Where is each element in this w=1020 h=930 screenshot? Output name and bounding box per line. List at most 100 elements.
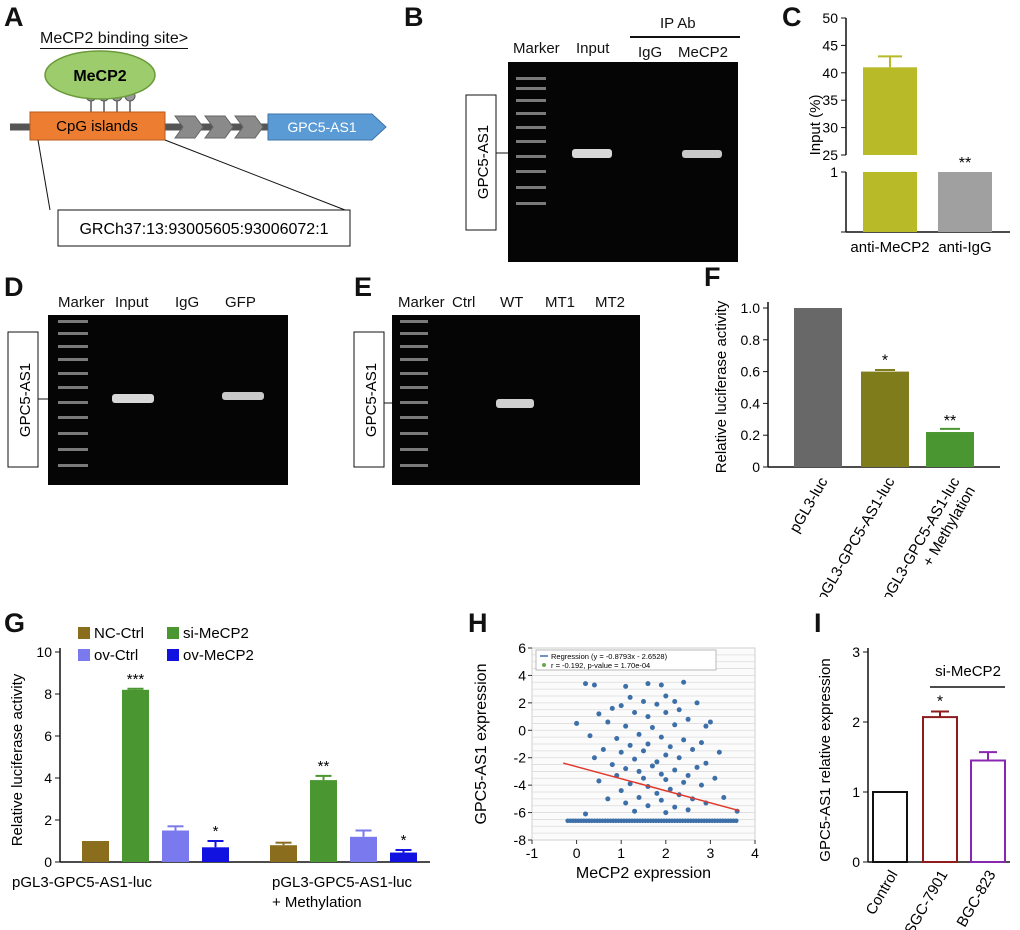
legend-swatch (78, 649, 90, 661)
scatter-point (716, 749, 722, 755)
scatter-point (654, 701, 660, 707)
y-tick-label: 10 (36, 644, 52, 660)
ladder (516, 77, 546, 205)
legend-label: si-MeCP2 (183, 625, 249, 642)
ip-bar (630, 36, 740, 38)
scatter-point (623, 800, 629, 806)
scatter-point (681, 779, 687, 785)
mecp2-ellipse (44, 50, 156, 100)
gel-e: GPC5-AS1 (353, 315, 640, 485)
scatter-point (636, 731, 642, 737)
bar (863, 67, 917, 155)
bar (162, 830, 189, 862)
scatter-point (658, 734, 664, 740)
y-tick-label: 2 (852, 714, 860, 730)
x-tick-label: Control (863, 868, 902, 918)
gene-label-box (7, 331, 39, 468)
legend-swatch (167, 649, 179, 661)
scatter-point (698, 782, 704, 788)
significance-marker: ** (959, 155, 971, 172)
lane-label: Input (576, 40, 610, 57)
x-tick-label-line: pGL3-luc (786, 474, 831, 536)
x-tick-label: 4 (751, 845, 759, 861)
regression-line (563, 762, 740, 812)
direction-arrows (174, 115, 264, 139)
scatter-point (609, 762, 615, 768)
y-tick-label: 1 (830, 164, 838, 180)
bar (863, 172, 917, 232)
scatter-point (685, 807, 691, 813)
scatter-point (733, 818, 739, 824)
gene-label: GPC5-AS1 (287, 119, 356, 135)
scatter-point (681, 679, 687, 685)
y-tick-label: 0.4 (741, 395, 761, 411)
lane-label: MeCP2 (678, 44, 729, 61)
legend-label: ov-MeCP2 (183, 647, 254, 664)
scatter-point (685, 716, 691, 722)
y-axis-title: Relative luciferase activity (713, 300, 730, 473)
coords-box (57, 209, 351, 247)
y-tick-label: 0 (518, 722, 526, 738)
y-tick-label: 3 (852, 644, 860, 660)
scatter-point (641, 775, 646, 781)
scatter-point (658, 797, 664, 803)
scatter-point (600, 746, 606, 752)
x-axis-title: MeCP2 expression (576, 865, 711, 882)
scatter-point (627, 694, 633, 700)
scatter-point (658, 682, 664, 688)
group-label: + Methylation (272, 894, 362, 911)
scatter-point (596, 711, 602, 717)
scatter-point (698, 740, 704, 746)
scatter-point (618, 749, 624, 755)
panel-g: G 0 2 4 6 8 10 Relative luciferase activity NC-… (0, 600, 440, 930)
lane-label: Marker (58, 294, 105, 311)
scatter-point (685, 773, 691, 779)
y-tick-label: 30 (822, 120, 838, 136)
lane-label: WT (500, 294, 524, 311)
y-axis-title: Input (%) (807, 95, 824, 156)
x-tick-label-line: pGL3-GPC5-AS1-luc (814, 474, 899, 597)
scatter-point (672, 698, 678, 704)
band-wt (496, 399, 534, 408)
x-tick-label: SGC-7901 (901, 868, 951, 930)
bar (922, 716, 958, 863)
lane-label: GFP (225, 294, 256, 311)
lane-label: Marker (398, 294, 445, 311)
y-tick-label: 6 (518, 640, 526, 656)
ladder (58, 320, 88, 467)
scatter-point (636, 794, 642, 800)
bar (861, 371, 909, 467)
y-tick-label: 35 (822, 92, 838, 108)
scatter-point (707, 719, 713, 725)
y-tick-label: -6 (514, 805, 527, 821)
scatter-point (641, 698, 646, 704)
bar (122, 689, 149, 862)
y-tick-label: 50 (822, 10, 838, 26)
gene-label: GPC5-AS1 (363, 363, 380, 437)
lane-label: MT2 (595, 294, 625, 311)
scatter-point (632, 709, 638, 715)
scatter-point (672, 804, 678, 810)
significance-marker: * (401, 832, 407, 849)
y-tick-label: 6 (44, 728, 52, 744)
significance-marker: ** (318, 758, 330, 775)
panel-label: A (4, 2, 24, 32)
regression-label: Regression (y = -0.8793x - 2.6528) (551, 652, 668, 661)
x-tick-label: -1 (526, 845, 539, 861)
gel-b: GPC5-AS1 (465, 62, 738, 262)
band-mecp2 (682, 150, 722, 158)
scatter-point (663, 777, 669, 783)
scatter-point (574, 720, 580, 726)
gene-diagram: MeCP2 CpG islands GPC5-AS1 GRCh37:13:930… (10, 50, 387, 247)
band-gfp (222, 392, 264, 400)
cpg-islands-box (29, 111, 166, 141)
scatter-point (667, 744, 673, 750)
scatter-point (663, 709, 669, 715)
lane-label: IgG (638, 44, 663, 61)
y-tick-label: 0 (752, 459, 760, 475)
panel-h: H -8 -6 -4 -2 0 2 4 6 -1 0 1 2 3 4 MeCP2 expression GPC… (450, 600, 780, 930)
scatter-point (676, 755, 682, 761)
legend-dot-swatch (542, 663, 546, 667)
y-tick-label: 1 (852, 784, 860, 800)
gene-label: GPC5-AS1 (17, 363, 34, 437)
